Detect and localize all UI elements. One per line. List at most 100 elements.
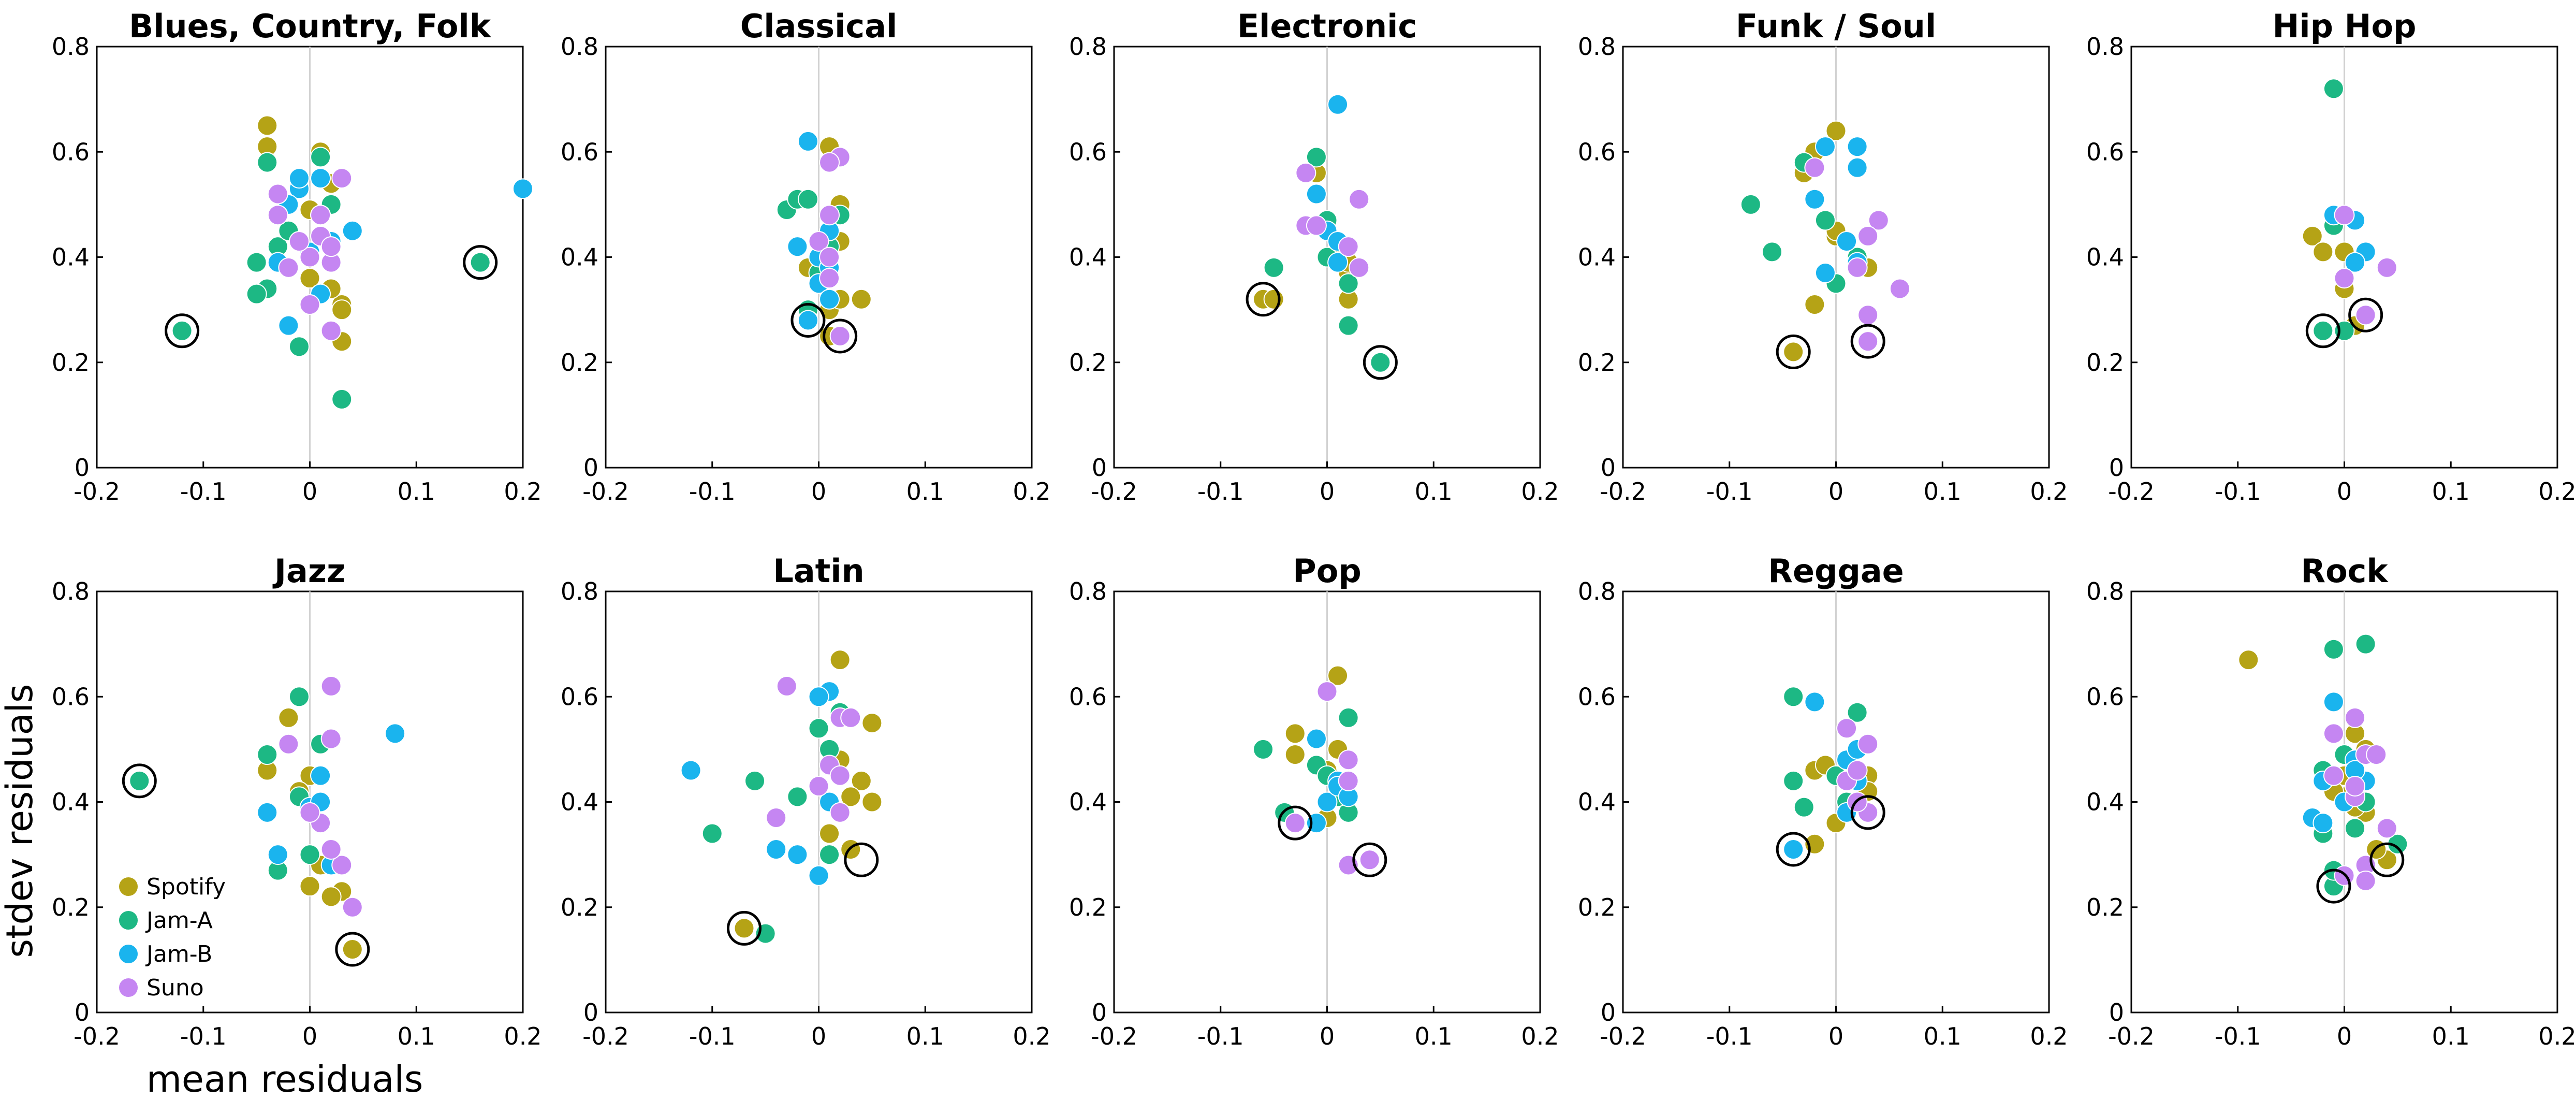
y-tick-label: 0.8 <box>2086 33 2124 61</box>
x-tick-label: 0.1 <box>1415 477 1453 505</box>
data-point <box>787 844 808 865</box>
data-point <box>267 183 288 205</box>
outlier-ring <box>844 842 879 877</box>
data-point <box>1338 315 1359 336</box>
data-point <box>1306 728 1327 749</box>
data-point <box>1836 718 1857 739</box>
data-point <box>257 744 278 765</box>
x-tick-label: 0.2 <box>2030 477 2068 505</box>
y-tick-label: 0.2 <box>52 893 90 921</box>
panel-title: Jazz <box>272 552 345 590</box>
outlier-ring <box>791 302 826 338</box>
data-point <box>1783 838 1804 860</box>
y-tick-label: 0.8 <box>1578 577 1616 605</box>
y-tick-label: 0.2 <box>561 349 598 377</box>
data-point <box>267 844 288 865</box>
data-point <box>1284 744 1306 765</box>
data-point <box>808 865 829 886</box>
panel-grid: -0.2 -0.1 0 0.1 0.2 0 0.2 0.4 0.6 0.8 Blues, Count… <box>52 7 2576 1050</box>
data-point <box>2334 205 2355 226</box>
legend-label: Suno <box>147 975 204 1001</box>
data-point <box>1338 749 1359 771</box>
y-tick-label: 0 <box>2109 998 2124 1026</box>
data-point <box>2312 241 2334 263</box>
panel: -0.2 -0.1 0 0.1 0.2 0 0.2 0.4 0.6 0.8 Electronic <box>1069 7 1559 505</box>
legend-marker <box>118 944 139 964</box>
y-tick-label: 0 <box>583 998 598 1026</box>
data-point <box>1825 120 1847 141</box>
outlier-ring <box>165 313 200 349</box>
y-tick-label: 0.6 <box>2086 683 2124 711</box>
y-tick-label: 0 <box>1601 454 1616 482</box>
data-point <box>1338 707 1359 728</box>
data-point <box>2366 744 2387 765</box>
data-point <box>840 786 861 807</box>
series <box>1284 681 1380 876</box>
data-point <box>2312 813 2334 834</box>
x-tick-label: 0.1 <box>2432 477 2470 505</box>
y-tick-label: 0.8 <box>2086 577 2124 605</box>
data-point <box>2238 649 2259 671</box>
panel-title: Electronic <box>1237 7 1417 45</box>
y-tick-label: 0.8 <box>52 577 90 605</box>
x-tick-label: 0 <box>302 477 317 505</box>
outlier-ring <box>2348 297 2383 332</box>
data-point <box>278 257 299 278</box>
outlier-ring <box>2369 842 2405 877</box>
panel-title: Hip Hop <box>2273 7 2417 45</box>
y-tick-label: 0.4 <box>561 243 598 271</box>
data-point <box>766 838 787 860</box>
data-point <box>513 178 533 199</box>
data-point <box>310 168 331 189</box>
x-tick-label: 0.1 <box>398 477 435 505</box>
panel: -0.2 -0.1 0 0.1 0.2 0 0.2 0.4 0.6 0.8 Pop <box>1069 552 1559 1050</box>
x-tick-label: -0.1 <box>689 477 736 505</box>
y-tick-label: 0.6 <box>1069 138 1107 166</box>
y-tick-label: 0.2 <box>1069 893 1107 921</box>
data-point <box>2323 765 2344 786</box>
data-point <box>1316 681 1338 702</box>
data-point <box>1306 183 1327 205</box>
series <box>267 168 353 341</box>
x-tick-label: -0.1 <box>689 1022 736 1050</box>
data-point <box>851 288 872 310</box>
x-tick-label: -0.1 <box>1706 477 1753 505</box>
data-point <box>278 707 299 728</box>
y-tick-label: 0.4 <box>1069 243 1107 271</box>
data-point <box>1263 288 1284 310</box>
y-tick-label: 0.8 <box>561 33 598 61</box>
data-point <box>288 336 310 357</box>
x-tick-label: -0.1 <box>180 1022 227 1050</box>
x-tick-label: -0.2 <box>74 1022 120 1050</box>
data-point <box>1814 210 1836 231</box>
panel-title: Blues, Country, Folk <box>129 7 492 45</box>
x-tick-label: -0.1 <box>1197 1022 1244 1050</box>
panel: -0.2 -0.1 0 0.1 0.2 0 0.2 0.4 0.6 0.8 Blues, Count… <box>52 7 542 505</box>
x-tick-label: 0.2 <box>2538 477 2576 505</box>
data-point <box>861 713 883 734</box>
x-tick-label: -0.2 <box>582 1022 629 1050</box>
data-point <box>1338 273 1359 294</box>
data-point <box>819 288 840 310</box>
data-point <box>819 152 840 173</box>
x-tick-label: -0.1 <box>2215 477 2261 505</box>
data-point <box>278 733 299 755</box>
data-point <box>819 844 840 865</box>
y-tick-label: 0 <box>2109 454 2124 482</box>
data-point <box>1284 723 1306 744</box>
data-point <box>1740 194 1761 215</box>
legend-label: Jam-B <box>145 941 212 967</box>
data-point <box>1349 189 1370 210</box>
y-tick-label: 0.4 <box>2086 243 2124 271</box>
data-point <box>385 723 406 744</box>
data-point <box>246 252 267 273</box>
data-point <box>1868 210 1889 231</box>
x-tick-label: 0.2 <box>1013 477 1050 505</box>
data-point <box>320 236 342 257</box>
data-point <box>829 649 851 671</box>
data-point <box>1804 294 1825 315</box>
y-tick-label: 0.6 <box>52 683 90 711</box>
x-tick-label: 0 <box>1828 477 1843 505</box>
panel-title: Latin <box>773 552 864 590</box>
y-tick-label: 0.8 <box>561 577 598 605</box>
